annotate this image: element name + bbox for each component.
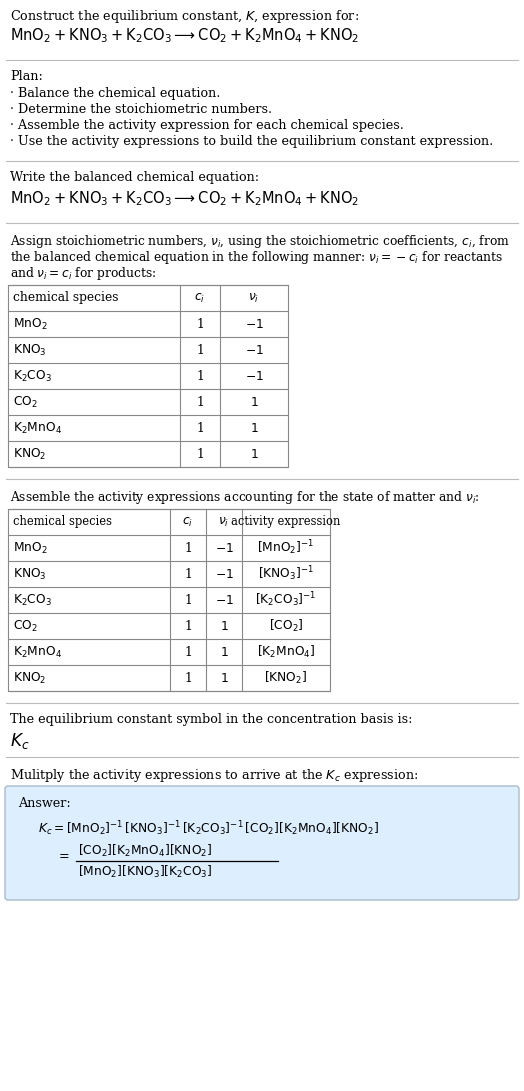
Text: $1$: $1$ bbox=[220, 671, 228, 684]
Text: activity expression: activity expression bbox=[231, 516, 341, 528]
Text: $-1$: $-1$ bbox=[214, 594, 234, 607]
Text: Construct the equilibrium constant, $K$, expression for:: Construct the equilibrium constant, $K$,… bbox=[10, 8, 359, 25]
Text: $\mathrm{KNO_2}$: $\mathrm{KNO_2}$ bbox=[13, 446, 47, 461]
Text: 1: 1 bbox=[184, 671, 192, 684]
Text: · Balance the chemical equation.: · Balance the chemical equation. bbox=[10, 87, 221, 100]
Text: $1$: $1$ bbox=[250, 421, 258, 434]
Text: $\nu_i$: $\nu_i$ bbox=[248, 291, 259, 304]
Text: $1$: $1$ bbox=[220, 646, 228, 659]
Text: 1: 1 bbox=[184, 646, 192, 659]
Text: · Use the activity expressions to build the equilibrium constant expression.: · Use the activity expressions to build … bbox=[10, 135, 493, 148]
Text: $K_c$: $K_c$ bbox=[10, 731, 29, 751]
Text: $K_c = [\mathrm{MnO_2}]^{-1}\,[\mathrm{KNO_3}]^{-1}\,[\mathrm{K_2CO_3}]^{-1}\,[\: $K_c = [\mathrm{MnO_2}]^{-1}\,[\mathrm{K… bbox=[38, 819, 379, 838]
Text: Answer:: Answer: bbox=[18, 798, 71, 810]
Bar bbox=[8, 509, 330, 691]
Text: $\mathrm{CO_2}$: $\mathrm{CO_2}$ bbox=[13, 395, 38, 409]
Text: $[\mathrm{MnO_2}]^{-1}$: $[\mathrm{MnO_2}]^{-1}$ bbox=[257, 539, 314, 558]
Text: $\mathrm{K_2MnO_4}$: $\mathrm{K_2MnO_4}$ bbox=[13, 645, 62, 660]
Text: $-1$: $-1$ bbox=[245, 317, 264, 331]
Text: $-1$: $-1$ bbox=[214, 541, 234, 554]
Text: 1: 1 bbox=[184, 620, 192, 633]
Text: $c_i$: $c_i$ bbox=[194, 291, 205, 304]
Text: 1: 1 bbox=[196, 370, 204, 383]
Text: $\mathrm{MnO_2}$: $\mathrm{MnO_2}$ bbox=[13, 316, 48, 332]
Text: chemical species: chemical species bbox=[13, 516, 112, 528]
Text: $[\mathrm{K_2MnO_4}]$: $[\mathrm{K_2MnO_4}]$ bbox=[257, 644, 315, 660]
Text: 1: 1 bbox=[196, 317, 204, 331]
Text: $1$: $1$ bbox=[220, 620, 228, 633]
Text: $1$: $1$ bbox=[250, 447, 258, 460]
Text: $\mathrm{MnO_2 + KNO_3 + K_2CO_3 \longrightarrow CO_2 + K_2MnO_4 + KNO_2}$: $\mathrm{MnO_2 + KNO_3 + K_2CO_3 \longri… bbox=[10, 189, 359, 207]
Text: 1: 1 bbox=[196, 396, 204, 408]
Text: chemical species: chemical species bbox=[13, 291, 118, 304]
Text: $[\mathrm{CO_2}]$: $[\mathrm{CO_2}]$ bbox=[269, 618, 303, 634]
Text: $\mathrm{K_2CO_3}$: $\mathrm{K_2CO_3}$ bbox=[13, 592, 52, 608]
Text: $\nu_i$: $\nu_i$ bbox=[219, 515, 230, 528]
Text: $-1$: $-1$ bbox=[245, 370, 264, 383]
Text: $\mathrm{MnO_2}$: $\mathrm{MnO_2}$ bbox=[13, 540, 48, 555]
Text: Assign stoichiometric numbers, $\nu_i$, using the stoichiometric coefficients, $: Assign stoichiometric numbers, $\nu_i$, … bbox=[10, 233, 510, 250]
Text: 1: 1 bbox=[196, 344, 204, 357]
Text: Mulitply the activity expressions to arrive at the $K_c$ expression:: Mulitply the activity expressions to arr… bbox=[10, 767, 418, 784]
Text: and $\nu_i = c_i$ for products:: and $\nu_i = c_i$ for products: bbox=[10, 265, 156, 281]
Text: $=$: $=$ bbox=[56, 849, 70, 862]
Text: 1: 1 bbox=[184, 541, 192, 554]
Text: $\mathrm{CO_2}$: $\mathrm{CO_2}$ bbox=[13, 619, 38, 634]
Text: $\mathrm{MnO_2 + KNO_3 + K_2CO_3 \longrightarrow CO_2 + K_2MnO_4 + KNO_2}$: $\mathrm{MnO_2 + KNO_3 + K_2CO_3 \longri… bbox=[10, 26, 359, 45]
Text: · Assemble the activity expression for each chemical species.: · Assemble the activity expression for e… bbox=[10, 119, 404, 132]
Text: 1: 1 bbox=[184, 567, 192, 580]
Text: 1: 1 bbox=[196, 421, 204, 434]
Text: $[\mathrm{CO_2}][\mathrm{K_2MnO_4}][\mathrm{KNO_2}]$: $[\mathrm{CO_2}][\mathrm{K_2MnO_4}][\mat… bbox=[78, 843, 212, 859]
Text: Assemble the activity expressions accounting for the state of matter and $\nu_i$: Assemble the activity expressions accoun… bbox=[10, 489, 479, 506]
Text: 1: 1 bbox=[196, 447, 204, 460]
Text: $[\mathrm{KNO_3}]^{-1}$: $[\mathrm{KNO_3}]^{-1}$ bbox=[258, 565, 314, 584]
Text: 1: 1 bbox=[184, 594, 192, 607]
Text: $\mathrm{K_2MnO_4}$: $\mathrm{K_2MnO_4}$ bbox=[13, 420, 62, 435]
Text: $[\mathrm{KNO_2}]$: $[\mathrm{KNO_2}]$ bbox=[264, 670, 308, 686]
Text: $[\mathrm{K_2CO_3}]^{-1}$: $[\mathrm{K_2CO_3}]^{-1}$ bbox=[255, 590, 316, 610]
Text: $-1$: $-1$ bbox=[245, 344, 264, 357]
Text: $\mathrm{K_2CO_3}$: $\mathrm{K_2CO_3}$ bbox=[13, 369, 52, 384]
Text: $[\mathrm{MnO_2}][\mathrm{KNO_3}][\mathrm{K_2CO_3}]$: $[\mathrm{MnO_2}][\mathrm{KNO_3}][\mathr… bbox=[78, 864, 212, 880]
Text: $1$: $1$ bbox=[250, 396, 258, 408]
Text: The equilibrium constant symbol in the concentration basis is:: The equilibrium constant symbol in the c… bbox=[10, 714, 412, 726]
Bar bbox=[8, 285, 288, 467]
Text: $\mathrm{KNO_3}$: $\mathrm{KNO_3}$ bbox=[13, 566, 47, 582]
Text: · Determine the stoichiometric numbers.: · Determine the stoichiometric numbers. bbox=[10, 103, 272, 116]
Text: $\mathrm{KNO_2}$: $\mathrm{KNO_2}$ bbox=[13, 671, 47, 685]
Text: Write the balanced chemical equation:: Write the balanced chemical equation: bbox=[10, 171, 259, 184]
Text: the balanced chemical equation in the following manner: $\nu_i = -c_i$ for react: the balanced chemical equation in the fo… bbox=[10, 249, 503, 266]
Text: $-1$: $-1$ bbox=[214, 567, 234, 580]
Text: $\mathrm{KNO_3}$: $\mathrm{KNO_3}$ bbox=[13, 343, 47, 358]
Text: $c_i$: $c_i$ bbox=[182, 515, 193, 528]
FancyBboxPatch shape bbox=[5, 786, 519, 900]
Text: Plan:: Plan: bbox=[10, 70, 43, 83]
